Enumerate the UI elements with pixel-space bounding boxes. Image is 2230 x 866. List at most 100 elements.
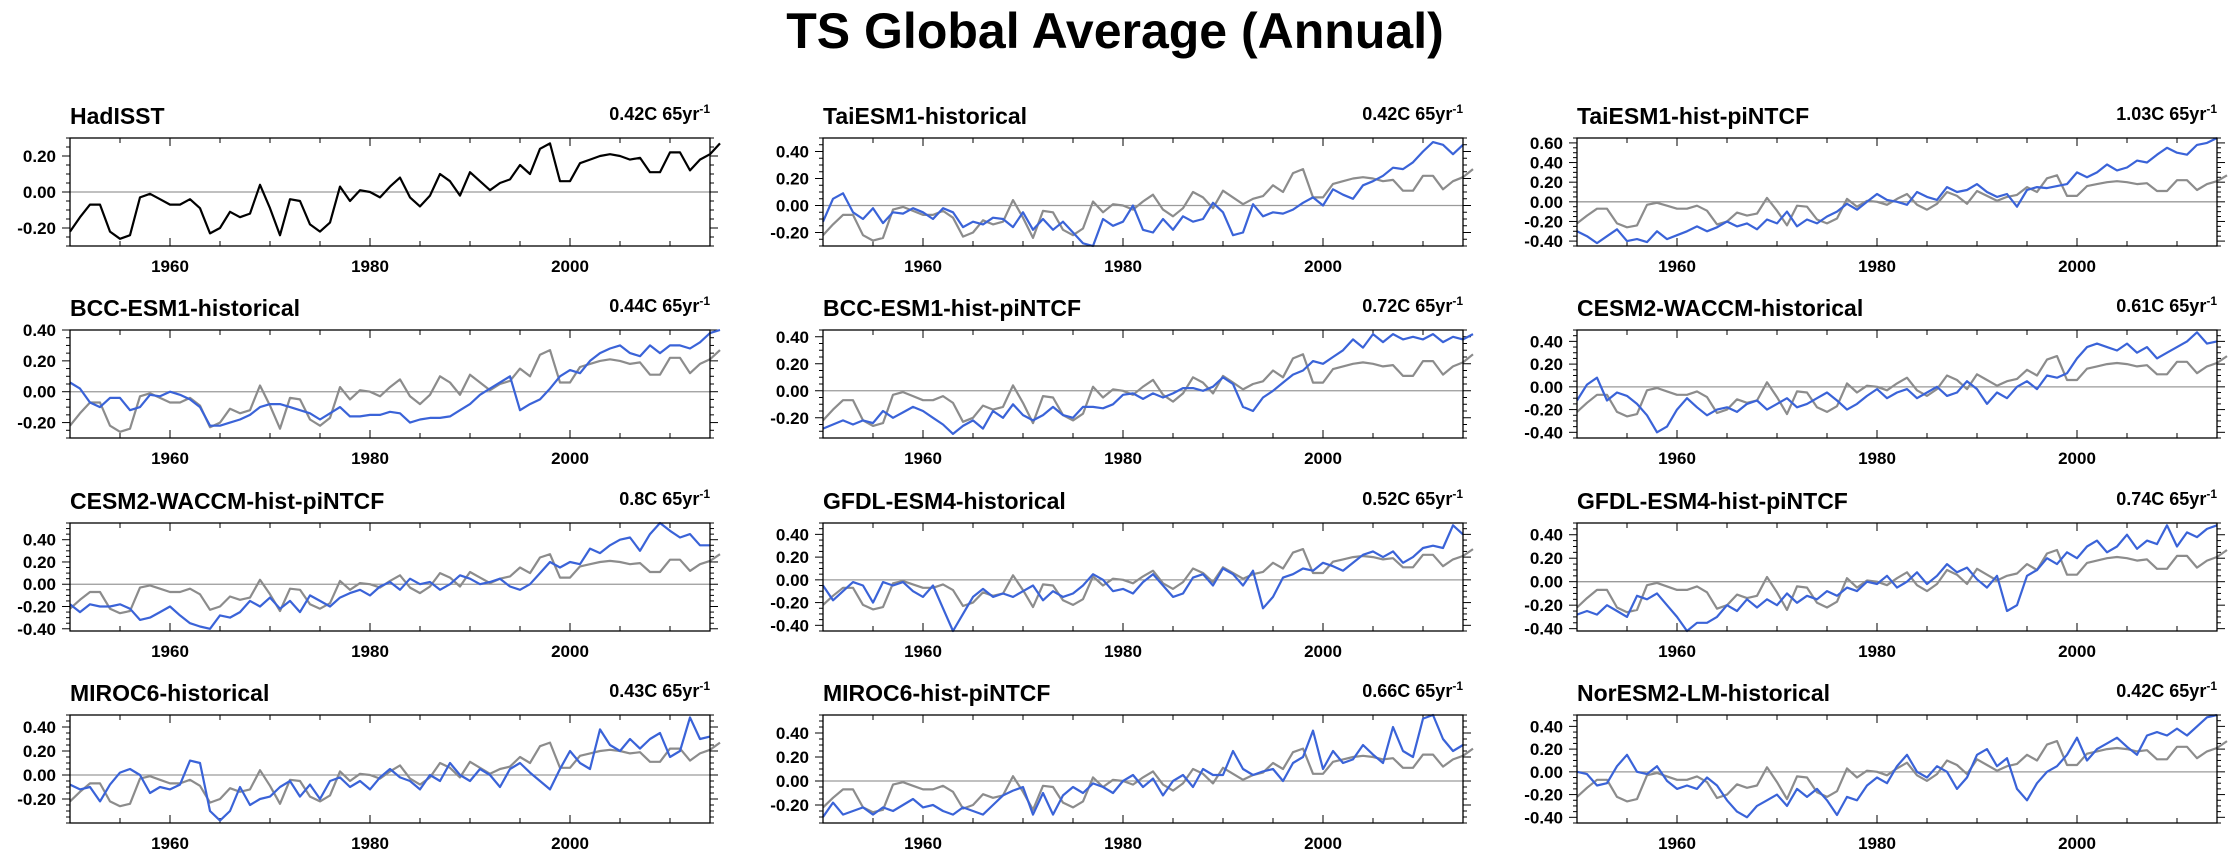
x-tick-label: 1980 — [1104, 834, 1142, 853]
x-tick-label: 1980 — [351, 642, 389, 661]
y-tick-label: 0.40 — [776, 143, 809, 162]
x-tick-label: 1980 — [1858, 449, 1896, 468]
y-tick-label: -0.20 — [770, 594, 809, 613]
y-tick-label: 0.20 — [1530, 740, 1563, 759]
trend-value: 0.44C 65yr — [609, 296, 699, 316]
y-tick-label: 0.00 — [23, 183, 56, 202]
y-tick-label: -0.20 — [770, 409, 809, 428]
x-tick-label: 1980 — [1858, 642, 1896, 661]
chart-panel: BCC-ESM1-historical 0.44C 65yr-1 -0.20 0.00… — [17, 294, 721, 468]
x-tick-label: 2000 — [2058, 257, 2096, 276]
trend-exponent: -1 — [2206, 294, 2217, 308]
trend-exponent: -1 — [699, 102, 710, 116]
plot-frame — [1576, 522, 2218, 632]
y-tick-label: 0.60 — [1530, 134, 1563, 153]
y-tick-label: 0.00 — [23, 575, 56, 594]
y-tick-label: 0.40 — [1530, 332, 1563, 351]
x-tick-label: 1960 — [1658, 449, 1696, 468]
series-line-reference — [822, 747, 1474, 814]
trend-label: 0.8C 65yr-1 — [619, 487, 710, 509]
y-tick-label: 0.40 — [1530, 154, 1563, 173]
trend-value: 0.66C 65yr — [1362, 681, 1452, 701]
trend-value: 1.03C 65yr — [2116, 104, 2206, 124]
y-tick-label: 0.20 — [23, 742, 56, 761]
series-line-reference — [1576, 739, 2228, 803]
y-tick-label: 0.20 — [23, 147, 56, 166]
chart-panel: GFDL-ESM4-historical 0.52C 65yr-1 -0.40 -0.… — [770, 487, 1474, 661]
plot-frame — [69, 137, 711, 247]
x-tick-label: 2000 — [1304, 834, 1342, 853]
y-tick-label: -0.20 — [17, 598, 56, 617]
series-line-reference — [1576, 548, 2228, 614]
trend-value: 0.8C 65yr — [619, 489, 699, 509]
x-tick-label: 2000 — [2058, 834, 2096, 853]
trend-exponent: -1 — [699, 487, 710, 501]
y-tick-label: -0.20 — [1524, 401, 1563, 420]
y-tick-label: -0.20 — [17, 414, 56, 433]
plot-frame — [822, 137, 1464, 247]
y-tick-label: 0.20 — [23, 352, 56, 371]
trend-label: 0.61C 65yr-1 — [2116, 294, 2217, 316]
y-tick-label: -0.20 — [1524, 786, 1563, 805]
x-tick-label: 1960 — [151, 257, 189, 276]
y-tick-label: 0.00 — [1530, 378, 1563, 397]
panel-title: MIROC6-hist-piNTCF — [823, 680, 1050, 706]
y-tick-label: 0.00 — [776, 197, 809, 216]
series-line-model — [1576, 524, 2218, 633]
x-tick-label: 1980 — [1104, 642, 1142, 661]
x-tick-label: 1960 — [904, 642, 942, 661]
trend-exponent: -1 — [2206, 102, 2217, 116]
plot-frame — [1576, 714, 2218, 824]
y-tick-label: 0.20 — [776, 548, 809, 567]
x-tick-label: 1980 — [1858, 257, 1896, 276]
series-line-model — [69, 328, 721, 427]
y-tick-label: -0.20 — [17, 790, 56, 809]
plot-frame — [1576, 137, 2218, 247]
trend-exponent: -1 — [699, 294, 710, 308]
x-tick-label: 1960 — [1658, 642, 1696, 661]
trend-exponent: -1 — [2206, 487, 2217, 501]
x-tick-label: 2000 — [551, 449, 589, 468]
y-tick-label: 0.40 — [1530, 717, 1563, 736]
x-tick-label: 1980 — [1104, 449, 1142, 468]
trend-value: 0.42C 65yr — [2116, 681, 2206, 701]
y-tick-label: 0.00 — [23, 766, 56, 785]
trend-exponent: -1 — [1452, 679, 1463, 693]
trend-value: 0.61C 65yr — [2116, 296, 2206, 316]
series-line-reference — [822, 168, 1474, 242]
y-tick-label: 0.20 — [776, 355, 809, 374]
chart-panel: MIROC6-hist-piNTCF 0.66C 65yr-1 -0.20 0.00 0… — [770, 679, 1474, 853]
y-tick-label: -0.40 — [770, 616, 809, 635]
y-tick-label: 0.00 — [776, 772, 809, 791]
x-tick-label: 2000 — [1304, 642, 1342, 661]
series-line-reference — [69, 553, 721, 615]
trend-label: 0.43C 65yr-1 — [609, 679, 710, 701]
y-tick-label: 0.40 — [776, 724, 809, 743]
trend-label: 0.52C 65yr-1 — [1362, 487, 1463, 509]
panel-title: GFDL-ESM4-hist-piNTCF — [1577, 488, 1848, 514]
x-tick-label: 1960 — [1658, 834, 1696, 853]
trend-label: 0.66C 65yr-1 — [1362, 679, 1463, 701]
trend-value: 0.42C 65yr — [609, 104, 699, 124]
trend-label: 0.42C 65yr-1 — [609, 102, 710, 124]
series-line-model — [822, 333, 1474, 435]
trend-value: 0.74C 65yr — [2116, 489, 2206, 509]
x-tick-label: 2000 — [1304, 449, 1342, 468]
y-tick-label: 0.40 — [23, 718, 56, 737]
trend-value: 0.43C 65yr — [609, 681, 699, 701]
y-tick-label: 0.40 — [23, 531, 56, 550]
plot-frame — [1576, 329, 2218, 439]
y-tick-label: 0.40 — [776, 328, 809, 347]
panel-title: CESM2-WACCM-historical — [1577, 295, 1863, 321]
chart-panel: CESM2-WACCM-hist-piNTCF 0.8C 65yr-1 -0.40 -… — [17, 487, 721, 661]
x-tick-label: 2000 — [1304, 257, 1342, 276]
x-tick-label: 1980 — [351, 449, 389, 468]
x-tick-label: 2000 — [551, 257, 589, 276]
y-tick-label: 0.00 — [776, 571, 809, 590]
chart-panel: HadISST 0.42C 65yr-1 -0.20 0.00 0.20 1960 1980… — [17, 102, 721, 276]
x-tick-label: 1960 — [904, 834, 942, 853]
plot-frame — [822, 714, 1464, 824]
trend-exponent: -1 — [1452, 294, 1463, 308]
trend-exponent: -1 — [1452, 102, 1463, 116]
